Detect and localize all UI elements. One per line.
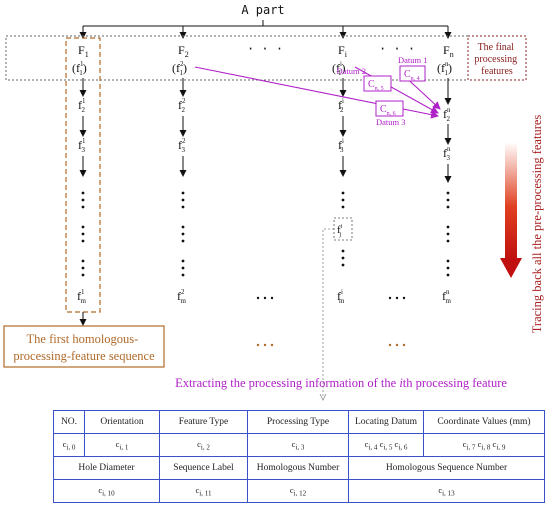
fij-label: fi j: [337, 224, 343, 238]
svg-text:F2: F2: [178, 43, 189, 59]
c-n5-label: Cn, 5: [368, 79, 384, 92]
cell-c-i10: ci, 10: [53, 479, 160, 503]
table-value-row-2: ci, 10 ci, 11 ci, 12 ci, 13: [53, 479, 545, 503]
homologous-sequence-box: [3, 325, 165, 368]
cell-c-i2: ci, 2: [159, 433, 248, 457]
c-n6-label: Cn, 6: [380, 104, 396, 117]
svg-text:Fn: Fn: [443, 43, 454, 59]
header-hole-diameter: Hole Diameter: [53, 456, 160, 480]
table-value-row-1: ci, 0 ci, 1 ci, 2 ci, 3 ci, 4 ci, 5 ci, …: [53, 433, 545, 457]
svg-text:fi2: fi 2: [338, 97, 344, 114]
cell-coordinate-values: ci, 7 ci, 8 ci, 9: [423, 433, 545, 457]
extracting-caption: Extracting the processing information of…: [175, 376, 507, 390]
svg-text:f22: f2 2: [178, 97, 186, 114]
header-coordinate-values: Coordinate Values (mm): [423, 410, 545, 434]
cell-c-i12: ci, 12: [247, 479, 349, 503]
final-features-label-line-1: The final: [478, 42, 515, 53]
svg-text:f23: f2 3: [178, 137, 186, 154]
datum-1-label: Datum 1: [398, 55, 428, 65]
svg-text:(f11): (f1 1): [72, 60, 87, 77]
c-n4-label: Cn, 4: [404, 69, 420, 82]
svg-text:fn2: fn 2: [443, 106, 451, 123]
datum-2-label: Datum 2: [336, 66, 366, 76]
tracing-back-label: Tracing back all the pre-processing feat…: [530, 115, 544, 334]
final-features-label-line-2: processing: [474, 54, 517, 65]
cell-c-i3: ci, 3: [247, 433, 349, 457]
fij-leader-arrowhead: [319, 393, 327, 401]
vertical-ellipses: [81, 191, 450, 277]
cell-c-i1: ci, 1: [84, 433, 160, 457]
svg-text:f12: f1 2: [78, 97, 86, 114]
header-processing-type: Processing Type: [247, 410, 349, 434]
final-features-label-line-3: features: [481, 66, 513, 77]
homologous-box-line-2: processing-feature sequence: [13, 349, 155, 363]
table-header-row-2: Hole Diameter Sequence Label Homologous …: [53, 456, 545, 480]
header-locating-datum: Locating Datum: [348, 410, 424, 434]
column-n: Fn (fn 1) fn 2 fn 3 fn m: [437, 43, 454, 305]
svg-text:F1: F1: [78, 43, 89, 59]
cell-locating-datum-values: ci, 4 ci, 5 ci, 6: [348, 433, 424, 457]
homologous-box-line-1: The first homologous-: [27, 332, 139, 346]
final-features-label-box: [467, 35, 527, 81]
svg-text:(f21): (f2 1): [172, 60, 187, 77]
cell-c-i11: ci, 11: [159, 479, 248, 503]
svg-text:fnm: fn m: [442, 288, 452, 305]
table-header-row-1: NO. Orientation Feature Type Processing …: [53, 410, 545, 434]
c-n6-box: [375, 100, 404, 117]
header-homologous-number: Homologous Number: [247, 456, 349, 480]
processing-info-table: NO. Orientation Feature Type Processing …: [53, 410, 545, 503]
datum-3-label: Datum 3: [376, 117, 406, 127]
part-title: A part: [241, 3, 284, 17]
svg-text:f13: f1 3: [78, 137, 86, 154]
svg-text:f2m: f2 m: [177, 288, 187, 305]
header-no: NO.: [53, 410, 85, 434]
svg-text:(fi1): (fi 1): [332, 60, 345, 77]
fij-leader: [322, 228, 334, 396]
header-feature-type: Feature Type: [159, 410, 248, 434]
svg-text:The final processing f: The final processing features: [474, 42, 519, 77]
c-n5-box: [363, 75, 392, 92]
column-i: Fi (fi 1) fi 2 fi 3 fi m: [332, 43, 348, 305]
svg-text:The first homologous- proc: The first homologous- processing-feature…: [13, 332, 155, 363]
cell-c-i13: ci, 13: [348, 479, 545, 503]
svg-text:fn3: fn 3: [443, 145, 451, 162]
horizontal-ellipses: [256, 296, 406, 300]
column-2: F2 (f2 1) f2 2 f2 3 f2 m: [172, 43, 189, 305]
header-sequence-label: Sequence Label: [159, 456, 248, 480]
svg-text:f1m: f1 m: [77, 288, 87, 305]
svg-text:Fi: Fi: [338, 43, 348, 59]
tree-connectors: [79, 20, 452, 39]
cell-c-i0: ci, 0: [53, 433, 85, 457]
column-1: F1 (f1 1) f1 2 f1 3 f1 m: [72, 43, 89, 305]
column-ellipsis-top-1: · · ·: [247, 42, 283, 56]
svg-text:fi3: fi 3: [338, 137, 344, 154]
tracing-back-arrow: [500, 142, 522, 278]
header-orientation: Orientation: [84, 410, 160, 434]
c-n4-box: [399, 65, 426, 82]
column-ellipsis-top-2: · · ·: [379, 42, 415, 56]
header-homologous-sequence-number: Homologous Sequence Number: [348, 456, 545, 480]
svg-text:(fn1): (fn 1): [437, 60, 452, 77]
svg-text:fim: fi m: [337, 288, 345, 305]
brown-ellipses: [256, 343, 406, 347]
sequence-arrows: [79, 78, 452, 183]
